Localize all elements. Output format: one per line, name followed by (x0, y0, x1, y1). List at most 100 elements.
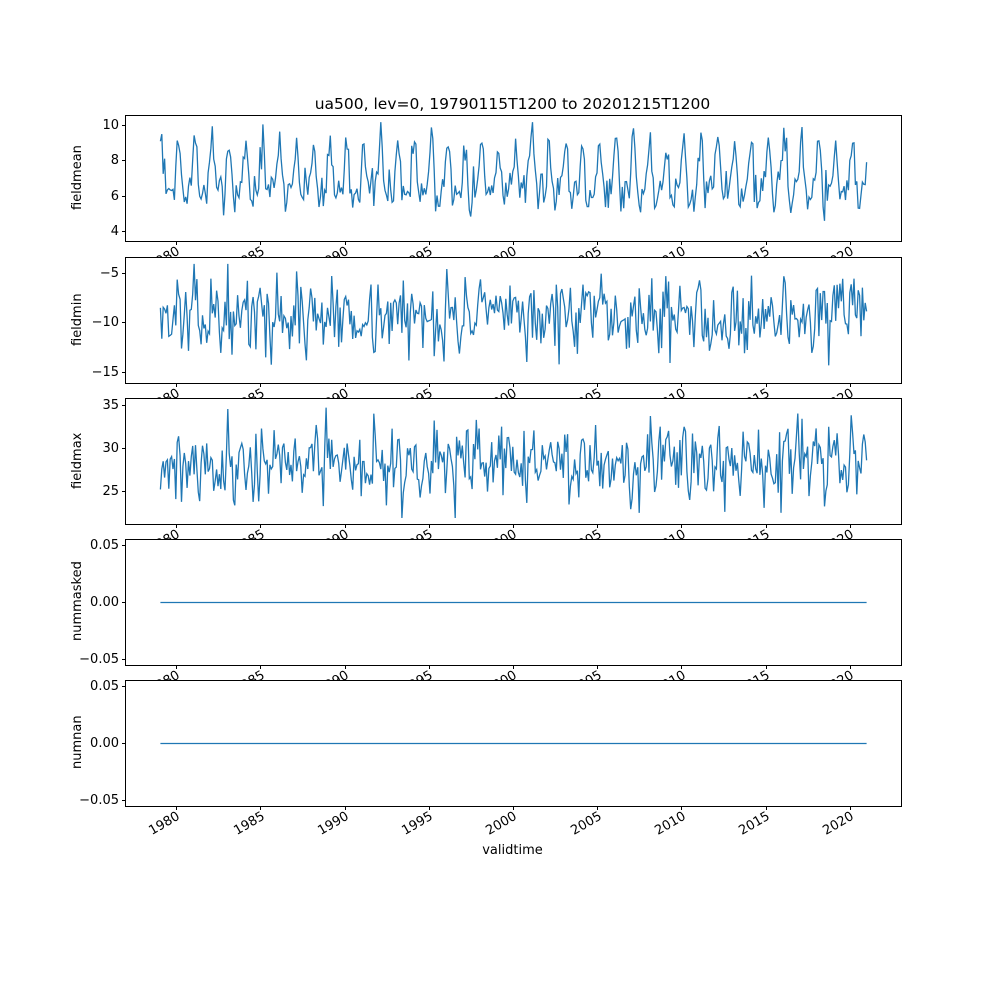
x-tick-label: 2000 (484, 386, 520, 398)
x-tick-label: 2005 (568, 668, 604, 680)
x-tick-label: 2005 (568, 809, 605, 839)
y-tick-label: 8 (110, 153, 119, 169)
x-tick-label: 2020 (821, 668, 857, 680)
x-tick-mark (597, 665, 599, 669)
x-tick-mark (176, 806, 178, 810)
x-tick-mark (597, 806, 599, 810)
y-tick-label: −15 (91, 364, 119, 380)
x-tick-label: 2010 (652, 527, 688, 539)
subplot-numnan: 0.05 0.00 −0.05 (79, 679, 902, 810)
y-tick-mark (122, 195, 126, 197)
x-tick-label: 2015 (736, 809, 773, 839)
x-tick-mark (344, 383, 346, 387)
x-tick-label: 1995 (399, 809, 436, 839)
x-tick-mark (428, 383, 430, 387)
y-tick-mark (122, 273, 126, 275)
x-tick-mark (344, 241, 346, 245)
x-tick-label: 1985 (231, 809, 268, 839)
x-tick-label: 1995 (400, 668, 436, 680)
subplot-nummasked: 0.05 0.00 −0.05 (79, 538, 902, 669)
x-tick-label: 2015 (737, 527, 773, 539)
x-tick-mark (765, 524, 767, 528)
x-tick-mark (513, 665, 514, 669)
x-tick-mark (428, 806, 430, 810)
x-tick-label: 1990 (315, 386, 351, 398)
y-tick-mark (122, 658, 126, 660)
y-tick-mark (122, 448, 126, 450)
x-tick-label: 2015 (737, 386, 773, 398)
xticklabels-nummasked: 1980 1985 1990 1995 2000 2005 2010 2015 2020 (125, 667, 945, 680)
y-tick-label: 30 (102, 441, 119, 457)
x-tick-label: 2015 (737, 244, 773, 257)
x-tick-mark (681, 806, 683, 810)
x-tick-label: 2000 (484, 244, 520, 257)
y-tick-label: 10 (102, 118, 119, 134)
x-tick-mark (176, 383, 178, 387)
x-tick-mark (849, 241, 851, 245)
x-tick-label: 1990 (315, 809, 352, 839)
y-tick-label: 0.00 (90, 736, 119, 751)
x-tick-mark (765, 806, 767, 810)
x-tick-label: 2000 (484, 668, 520, 680)
y-tick-mark (122, 743, 126, 744)
x-tick-label: 1980 (147, 244, 183, 257)
subplot-fieldmin: −5 −10 −15 (92, 257, 902, 387)
x-tick-label: 2010 (652, 809, 689, 839)
x-tick-label: 1985 (231, 386, 267, 398)
x-tick-label: 2015 (737, 668, 773, 680)
x-tick-mark (513, 806, 514, 810)
x-tick-mark (597, 524, 599, 528)
x-tick-mark (428, 241, 430, 245)
x-tick-mark (260, 241, 262, 245)
ylabel-fieldmax: fieldmax (70, 432, 85, 489)
y-tick-label: −10 (91, 315, 119, 331)
x-tick-mark (428, 524, 430, 528)
x-tick-label: 1995 (400, 244, 436, 257)
x-tick-mark (428, 665, 430, 669)
x-tick-mark (765, 665, 767, 669)
x-tick-mark (765, 241, 767, 245)
x-tick-mark (513, 383, 514, 387)
y-tick-mark (122, 371, 126, 373)
x-tick-mark (176, 241, 178, 245)
x-tick-mark (681, 665, 683, 669)
figure-title: ua500, lev=0, 19790115T1200 to 20201215T… (314, 95, 711, 113)
xticklabels-numnan: 1980 1985 1990 1995 2000 2005 2010 2015 2020 (125, 808, 945, 842)
x-tick-label: 1995 (400, 386, 436, 398)
plot-line-fieldmin (159, 263, 868, 366)
x-tick-mark (344, 665, 346, 669)
subplot-fieldmax: 35 30 25 (102, 398, 902, 528)
x-tick-mark (849, 665, 851, 669)
y-tick-mark (122, 322, 126, 324)
x-tick-mark (597, 383, 599, 387)
x-tick-mark (681, 524, 683, 528)
x-tick-mark (344, 806, 346, 810)
plot-line-fieldmean (159, 122, 868, 221)
x-tick-mark (849, 806, 851, 810)
y-tick-mark (122, 405, 126, 407)
x-tick-label: 2000 (484, 527, 520, 539)
x-tick-mark (849, 383, 851, 387)
x-tick-label: 2010 (652, 386, 688, 398)
y-tick-mark (122, 799, 126, 801)
ylabel-fieldmin: fieldmin (70, 293, 85, 346)
x-tick-mark (176, 524, 178, 528)
xticklabels-fieldmean: 1980 1985 1990 1995 2000 2005 2010 2015 2020 (125, 243, 945, 257)
x-tick-mark (176, 665, 178, 669)
x-axis-label: validtime (482, 843, 543, 858)
x-tick-mark (597, 241, 599, 245)
x-tick-label: 1985 (231, 244, 267, 257)
x-tick-label: 1980 (147, 668, 183, 680)
x-tick-label: 1980 (147, 386, 183, 398)
ylabel-numnan: numnan (70, 715, 85, 770)
y-tick-label: 6 (110, 188, 119, 204)
y-tick-mark (122, 490, 126, 492)
plot-line-nummasked (160, 601, 867, 604)
x-tick-label: 1995 (400, 527, 436, 539)
x-tick-mark (260, 383, 262, 387)
x-tick-label: 2000 (483, 809, 520, 839)
x-tick-label: 2020 (821, 386, 857, 398)
y-tick-mark (122, 125, 126, 127)
x-tick-mark (849, 524, 851, 528)
